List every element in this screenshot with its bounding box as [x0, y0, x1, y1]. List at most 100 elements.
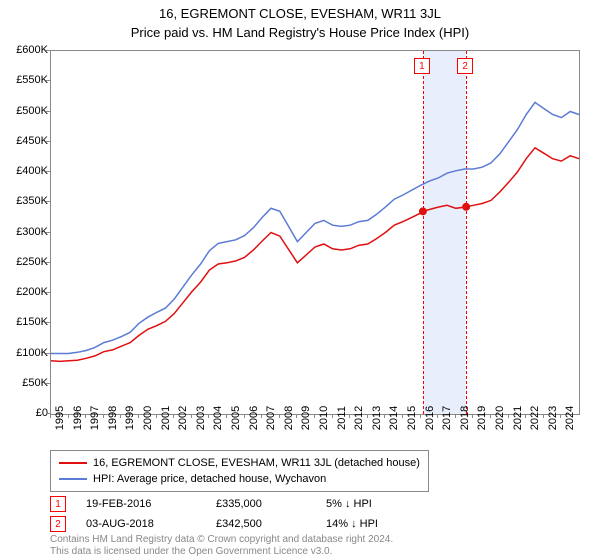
xtick-label: 2022 — [529, 406, 541, 430]
ytick-mark — [46, 201, 50, 202]
xtick-label: 2001 — [160, 406, 172, 430]
xtick-mark — [138, 414, 139, 418]
legend-item-2: HPI: Average price, detached house, Wych… — [59, 471, 420, 487]
footnote-line-1: Contains HM Land Registry data © Crown c… — [50, 534, 393, 546]
ytick-label: £200K — [3, 286, 48, 298]
xtick-mark — [191, 414, 192, 418]
figure: 16, EGREMONT CLOSE, EVESHAM, WR11 3JL Pr… — [0, 0, 600, 560]
xtick-label: 1996 — [72, 406, 84, 430]
xtick-mark — [420, 414, 421, 418]
ytick-label: £550K — [3, 74, 48, 86]
sale-price-2: £342,500 — [216, 518, 326, 530]
sale-badge-2: 2 — [50, 516, 66, 532]
xtick-mark — [279, 414, 280, 418]
xtick-label: 2021 — [512, 406, 524, 430]
xtick-mark — [208, 414, 209, 418]
ytick-label: £0 — [3, 407, 48, 419]
badge-above-2: 2 — [457, 58, 473, 74]
xtick-mark — [402, 414, 403, 418]
ytick-label: £250K — [3, 256, 48, 268]
xtick-label: 2005 — [230, 406, 242, 430]
footnote: Contains HM Land Registry data © Crown c… — [50, 534, 393, 557]
ytick-label: £150K — [3, 316, 48, 328]
xtick-mark — [85, 414, 86, 418]
xtick-label: 2008 — [283, 406, 295, 430]
xtick-label: 2002 — [177, 406, 189, 430]
legend-item-1: 16, EGREMONT CLOSE, EVESHAM, WR11 3JL (d… — [59, 455, 420, 471]
xtick-label: 2019 — [476, 406, 488, 430]
xtick-mark — [525, 414, 526, 418]
xtick-label: 2020 — [494, 406, 506, 430]
sale-marker-1 — [419, 207, 427, 215]
chart-title: 16, EGREMONT CLOSE, EVESHAM, WR11 3JL — [0, 0, 600, 21]
footnote-line-2: This data is licensed under the Open Gov… — [50, 546, 393, 558]
ytick-mark — [46, 383, 50, 384]
xtick-mark — [156, 414, 157, 418]
badge-above-2-label: 2 — [462, 61, 468, 72]
ytick-label: £450K — [3, 135, 48, 147]
ytick-mark — [46, 171, 50, 172]
legend-swatch-2 — [59, 478, 87, 480]
ytick-label: £600K — [3, 44, 48, 56]
ytick-mark — [46, 232, 50, 233]
sales-table: 1 19-FEB-2016 £335,000 5% ↓ HPI 2 03-AUG… — [50, 494, 446, 534]
xtick-mark — [437, 414, 438, 418]
sale-marker-2 — [462, 203, 470, 211]
chart-subtitle: Price paid vs. HM Land Registry's House … — [0, 21, 600, 40]
sale-price-1: £335,000 — [216, 498, 326, 510]
xtick-label: 2007 — [265, 406, 277, 430]
xtick-mark — [120, 414, 121, 418]
xtick-mark — [103, 414, 104, 418]
xtick-label: 2000 — [142, 406, 154, 430]
ytick-label: £300K — [3, 226, 48, 238]
xtick-mark — [296, 414, 297, 418]
ytick-label: £100K — [3, 347, 48, 359]
xtick-mark — [173, 414, 174, 418]
sale-delta-2: 14% ↓ HPI — [326, 518, 446, 530]
xtick-label: 2012 — [353, 406, 365, 430]
xtick-label: 2006 — [248, 406, 260, 430]
ytick-mark — [46, 353, 50, 354]
xtick-label: 2009 — [300, 406, 312, 430]
xtick-mark — [543, 414, 544, 418]
series-hpi — [51, 102, 579, 353]
xtick-mark — [508, 414, 509, 418]
ytick-mark — [46, 262, 50, 263]
xtick-mark — [261, 414, 262, 418]
sale-date-1: 19-FEB-2016 — [86, 498, 216, 510]
xtick-label: 2023 — [547, 406, 559, 430]
ytick-mark — [46, 50, 50, 51]
xtick-label: 2018 — [459, 406, 471, 430]
xtick-label: 1999 — [124, 406, 136, 430]
xtick-mark — [349, 414, 350, 418]
xtick-mark — [367, 414, 368, 418]
legend-label-2: HPI: Average price, detached house, Wych… — [93, 473, 326, 485]
ytick-mark — [46, 80, 50, 81]
sale-date-2: 03-AUG-2018 — [86, 518, 216, 530]
badge-above-1-label: 1 — [419, 61, 425, 72]
ytick-mark — [46, 322, 50, 323]
ytick-label: £350K — [3, 195, 48, 207]
plot-area — [50, 50, 580, 415]
sale-badge-1: 1 — [50, 496, 66, 512]
sale-row-2: 2 03-AUG-2018 £342,500 14% ↓ HPI — [50, 514, 446, 534]
sale-badge-2-n: 2 — [55, 519, 61, 530]
legend-swatch-1 — [59, 462, 87, 464]
xtick-label: 1998 — [107, 406, 119, 430]
sale-delta-1: 5% ↓ HPI — [326, 498, 446, 510]
ytick-label: £500K — [3, 105, 48, 117]
xtick-mark — [314, 414, 315, 418]
xtick-mark — [472, 414, 473, 418]
xtick-label: 2003 — [195, 406, 207, 430]
xtick-mark — [68, 414, 69, 418]
ytick-mark — [46, 111, 50, 112]
xtick-mark — [455, 414, 456, 418]
xtick-label: 2011 — [336, 406, 348, 430]
sale-row-1: 1 19-FEB-2016 £335,000 5% ↓ HPI — [50, 494, 446, 514]
xtick-label: 2015 — [406, 406, 418, 430]
xtick-label: 2016 — [424, 406, 436, 430]
xtick-mark — [560, 414, 561, 418]
xtick-mark — [50, 414, 51, 418]
xtick-label: 1995 — [54, 406, 66, 430]
xtick-label: 2013 — [371, 406, 383, 430]
